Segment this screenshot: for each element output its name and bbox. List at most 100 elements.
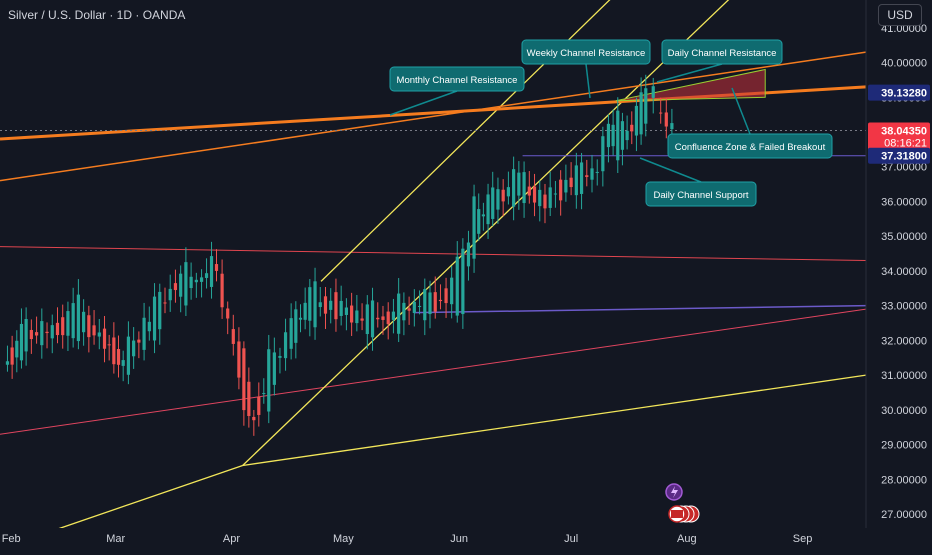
candle-body — [184, 262, 188, 306]
x-tick-label: Mar — [106, 533, 125, 545]
candle-body — [574, 165, 578, 196]
candle-body — [45, 331, 49, 334]
y-tick-label: 36.00000 — [881, 196, 927, 208]
price-label: 39.13280 — [881, 88, 927, 100]
candle-body — [444, 288, 448, 304]
candle-body — [199, 277, 204, 282]
annotation-label: Daily Channel Support — [653, 190, 748, 201]
candle-body — [209, 256, 214, 287]
candle-body — [428, 292, 432, 315]
candle-body — [538, 189, 542, 207]
candle-body — [214, 264, 219, 271]
candle-body — [548, 187, 552, 208]
candle-body — [670, 123, 674, 130]
candle-body — [397, 293, 401, 334]
candle-body — [168, 288, 172, 301]
candle-body — [590, 168, 594, 180]
candle-body — [179, 273, 183, 297]
candle-body — [15, 340, 19, 358]
annotation-label: Weekly Channel Resistance — [527, 48, 646, 59]
candle-body — [381, 316, 385, 320]
candle-body — [506, 187, 511, 197]
candle-body — [651, 86, 655, 98]
candle-body — [87, 315, 91, 338]
annotation-pointer — [656, 63, 723, 83]
candle-body — [355, 310, 359, 324]
candle-body — [532, 186, 537, 203]
candle-body — [294, 309, 298, 343]
candle-body — [272, 352, 276, 385]
candle-body — [66, 311, 70, 336]
candle-body — [553, 193, 558, 195]
candle-body — [34, 332, 39, 336]
blue-trend-line — [414, 304, 867, 314]
countdown-label: 08:16:21 — [884, 137, 927, 149]
price-label: 38.04350 — [881, 125, 927, 137]
candle-body — [639, 92, 643, 135]
x-tick-label: Aug — [677, 533, 697, 545]
candle-body — [391, 311, 396, 320]
y-tick-label: 35.00000 — [881, 231, 927, 243]
candle-body — [252, 416, 256, 421]
candle-body — [121, 360, 125, 366]
candle-body — [107, 344, 111, 346]
candle-body — [417, 305, 422, 307]
candle-body — [644, 88, 648, 124]
candle-body — [512, 169, 516, 207]
candle-body — [97, 332, 101, 337]
candle-body — [308, 287, 312, 321]
y-tick-label: 40.00000 — [881, 58, 927, 70]
y-tick-label: 37.00000 — [881, 162, 927, 174]
candle-body — [303, 302, 307, 320]
candle-body — [102, 328, 107, 349]
candle-body — [289, 318, 293, 349]
candle-body — [5, 361, 10, 365]
candle-body — [283, 332, 288, 359]
candle-body — [137, 339, 141, 343]
candle-body — [339, 300, 343, 316]
candle-body — [564, 179, 568, 193]
candle-body — [625, 130, 629, 141]
candle-body — [189, 276, 193, 289]
candle-body — [257, 396, 261, 415]
candle-body — [559, 179, 563, 201]
annotation-box — [389, 66, 525, 92]
candle-body — [438, 299, 443, 302]
annotation-pointer — [639, 157, 702, 183]
currency-button[interactable]: USD — [878, 4, 922, 26]
candle-body — [71, 303, 75, 339]
candle-body — [569, 177, 573, 188]
candle-body — [522, 172, 526, 204]
candle-body — [29, 329, 33, 340]
candle-body — [152, 296, 157, 341]
candle-body — [461, 248, 465, 315]
candle-body — [412, 301, 416, 314]
candle-body — [220, 273, 224, 308]
price-label: 37.31800 — [881, 151, 927, 163]
candle-body — [466, 242, 471, 267]
candle-body — [527, 186, 531, 196]
candle-body — [386, 311, 390, 325]
candle-body — [50, 325, 54, 339]
candle-body — [616, 110, 620, 161]
annotation-pointer — [731, 87, 751, 135]
y-tick-label: 28.00000 — [881, 474, 927, 486]
candle-body — [112, 337, 116, 365]
candle-body — [194, 279, 198, 283]
candle-body — [423, 289, 427, 321]
candle-body — [376, 317, 380, 320]
confluence-zone — [615, 68, 766, 102]
annotation-box — [521, 39, 651, 65]
candle-body — [40, 321, 44, 346]
candle-body — [402, 302, 406, 321]
candle-body — [491, 187, 495, 219]
candle-body — [496, 189, 500, 210]
x-tick-label: Jul — [564, 533, 578, 545]
candle-body — [350, 305, 354, 323]
candle-body — [24, 319, 28, 352]
horizontal-resistance-line — [0, 246, 867, 262]
candle-body — [323, 296, 328, 314]
candle-body — [10, 347, 14, 365]
